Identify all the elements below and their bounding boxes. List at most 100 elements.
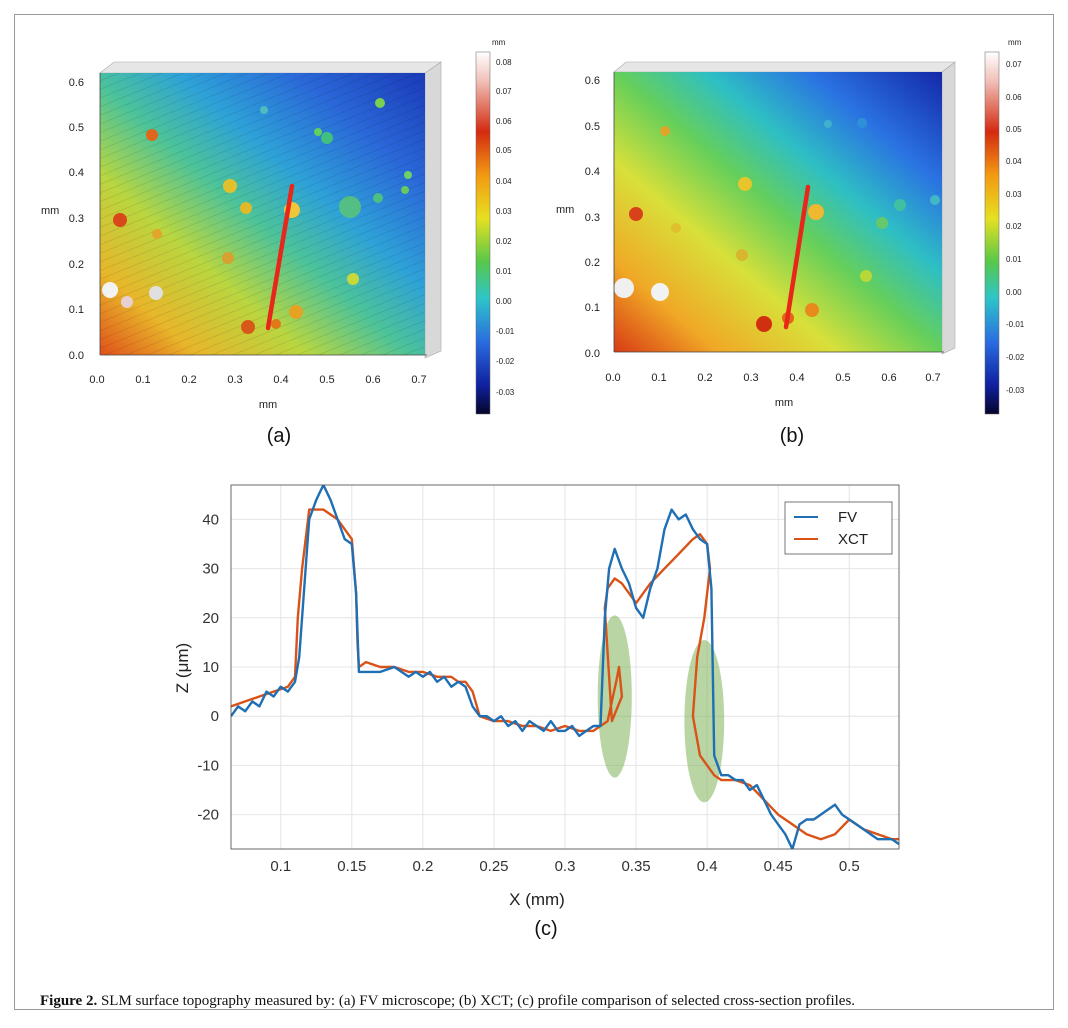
a-xtick: 0.3 <box>227 374 242 386</box>
b-cbtick: 0.03 <box>1006 190 1022 199</box>
a-xtick: 0.5 <box>319 374 334 386</box>
x-tick-label: 0.4 <box>697 858 718 875</box>
b-xtick: 0.4 <box>789 372 804 384</box>
b-ytick: 0.1 <box>585 302 600 314</box>
x-tick-label: 0.2 <box>412 858 433 875</box>
caption-label: Figure 2. <box>40 993 98 1009</box>
x-tick-label: 0.5 <box>839 858 860 875</box>
caption-text: SLM surface topography measured by: (a) … <box>97 993 856 1009</box>
b-cbtick: -0.01 <box>1006 320 1025 329</box>
b-xtick: 0.5 <box>835 372 850 384</box>
legend-box <box>784 501 893 555</box>
panel-a-box-side <box>424 61 442 359</box>
panel-b-y-ticks: 0.0 0.1 0.2 0.3 0.4 0.5 0.6 <box>585 75 600 360</box>
a-xtick: 0.6 <box>365 374 380 386</box>
panel-b-surface <box>614 72 942 352</box>
panel-c-label: (c) <box>534 918 557 940</box>
b-xtick: 0.2 <box>697 372 712 384</box>
x-tick-label: 0.1 <box>270 858 291 875</box>
b-xtick: 0.1 <box>651 372 666 384</box>
panel-b-box-top <box>613 61 956 73</box>
a-cbtick: 0.05 <box>496 146 512 155</box>
panel-b-colorbar-ticks: 0.07 0.06 0.05 0.04 0.03 0.02 0.01 0.00 … <box>1006 60 1025 395</box>
b-xtick: 0.6 <box>881 372 896 384</box>
a-cbtick: 0.06 <box>496 117 512 126</box>
x-tick-label: 0.25 <box>479 858 508 875</box>
panel-b-x-label: mm <box>775 397 793 409</box>
a-ytick: 0.4 <box>69 167 84 179</box>
grid-layer <box>231 485 899 849</box>
panel-a-colorbar-ticks: 0.08 0.07 0.06 0.05 0.04 0.03 0.02 0.01 … <box>496 58 515 397</box>
a-xtick: 0.0 <box>89 374 104 386</box>
a-cbtick: 0.00 <box>496 297 512 306</box>
a-cbtick: -0.01 <box>496 327 515 336</box>
panel-b-box-side <box>941 61 956 355</box>
highlight-ellipse <box>597 615 632 778</box>
y-tick-label: -20 <box>197 807 219 824</box>
a-ytick: 0.2 <box>69 259 84 271</box>
a-cbtick: -0.03 <box>496 388 515 397</box>
a-cbtick: -0.02 <box>496 357 515 366</box>
y-tick-label: -10 <box>197 757 219 774</box>
b-xtick: 0.7 <box>925 372 940 384</box>
a-ytick: 0.5 <box>69 122 84 134</box>
a-cbtick: 0.03 <box>496 207 512 216</box>
a-xtick: 0.2 <box>181 374 196 386</box>
chart-y-label: Z (μm) <box>173 643 192 693</box>
legend-label-fv: FV <box>838 509 857 526</box>
panel-b-label: (b) <box>780 425 804 447</box>
b-xtick: 0.3 <box>743 372 758 384</box>
b-cbtick: 0.04 <box>1006 157 1022 166</box>
b-ytick: 0.2 <box>585 257 600 269</box>
x-tick-label: 0.45 <box>764 858 793 875</box>
plot-frame <box>230 484 900 850</box>
panel-a-y-ticks: 0.0 0.1 0.2 0.3 0.4 0.5 0.6 <box>69 77 84 362</box>
panel-a-colorbar <box>475 51 491 415</box>
b-cbtick: 0.02 <box>1006 222 1022 231</box>
panel-b-colorbar-unit: mm <box>1008 38 1022 47</box>
chart-x-label: X (mm) <box>509 890 565 909</box>
y-tick-label: 10 <box>202 659 219 676</box>
a-cbtick: 0.02 <box>496 237 512 246</box>
a-xtick: 0.7 <box>411 374 426 386</box>
panel-a-section-line <box>265 183 295 331</box>
y-tick-label: 40 <box>202 511 219 528</box>
b-cbtick: 0.00 <box>1006 288 1022 297</box>
panel-a-particles <box>102 98 412 334</box>
a-ytick: 0.1 <box>69 304 84 316</box>
panel-b-y-label: mm <box>556 204 574 216</box>
b-cbtick: 0.07 <box>1006 60 1022 69</box>
b-ytick: 0.5 <box>585 121 600 133</box>
b-cbtick: -0.02 <box>1006 353 1025 362</box>
panel-a-x-ticks: 0.0 0.1 0.2 0.3 0.4 0.5 0.6 0.7 <box>89 374 426 386</box>
a-cbtick: 0.04 <box>496 177 512 186</box>
panel-b-colorbar <box>984 51 1000 415</box>
series-layer <box>231 485 899 849</box>
x-tick-label: 0.35 <box>621 858 650 875</box>
b-ytick: 0.3 <box>585 212 600 224</box>
x-tick-label: 0.3 <box>555 858 576 875</box>
a-cbtick: 0.01 <box>496 267 512 276</box>
y-tick-label: 20 <box>202 610 219 627</box>
a-xtick: 0.1 <box>135 374 150 386</box>
a-ytick: 0.3 <box>69 213 84 225</box>
a-xtick: 0.4 <box>273 374 288 386</box>
b-cbtick: 0.01 <box>1006 255 1022 264</box>
panel-b-x-ticks: 0.0 0.1 0.2 0.3 0.4 0.5 0.6 0.7 <box>605 372 940 384</box>
b-cbtick: 0.06 <box>1006 93 1022 102</box>
b-ytick: 0.0 <box>585 348 600 360</box>
panel-b: 0.0 0.1 0.2 0.3 0.4 0.5 0.6 0.7 0.0 0.1 … <box>556 38 1025 447</box>
panel-a: 0.0 0.1 0.2 0.3 0.4 0.5 0.6 0.7 0.0 0.1 … <box>41 38 515 447</box>
panel-a-y-label: mm <box>41 205 59 217</box>
panel-b-particles <box>614 118 940 332</box>
panel-a-colorbar-unit: mm <box>492 38 506 47</box>
panel-b-section-line <box>783 184 811 330</box>
panel-a-box-top <box>99 61 442 74</box>
figure-caption: Figure 2. SLM surface topography measure… <box>40 993 1040 1010</box>
y-tick-label: 0 <box>211 708 219 725</box>
b-cbtick: 0.05 <box>1006 125 1022 134</box>
panel-a-x-label: mm <box>259 399 277 411</box>
figure-frame <box>14 14 1054 1010</box>
a-cbtick: 0.07 <box>496 87 512 96</box>
a-ytick: 0.6 <box>69 77 84 89</box>
